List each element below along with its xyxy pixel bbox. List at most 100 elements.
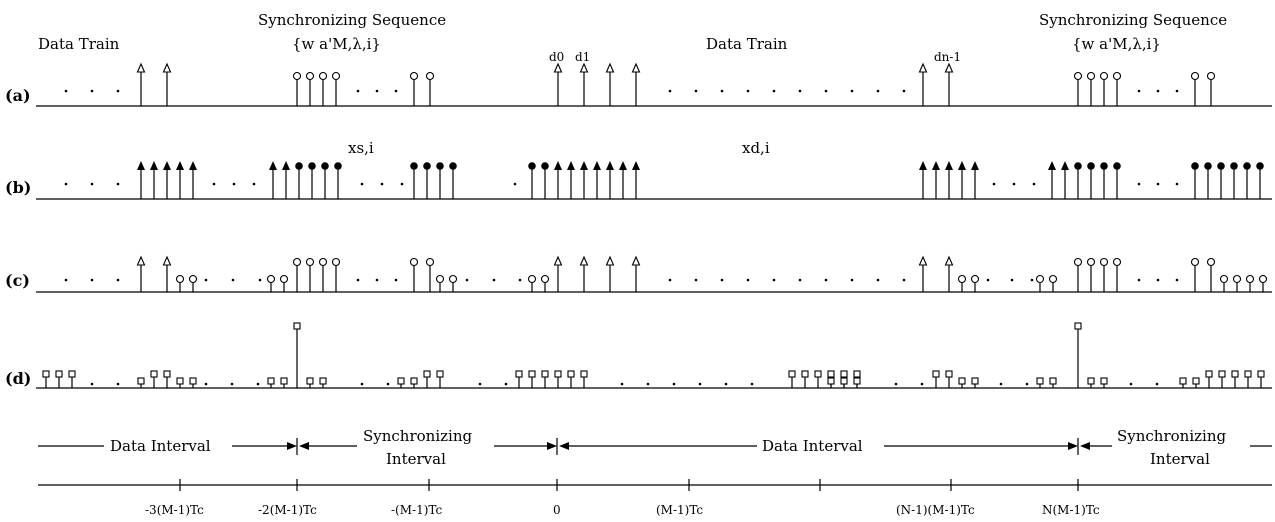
square-head xyxy=(1192,377,1200,385)
ellipsis-dot xyxy=(478,382,482,386)
ellipsis-dot xyxy=(375,278,379,282)
ellipsis-dots xyxy=(64,89,1179,386)
filled-tri-stem xyxy=(632,161,640,199)
sync-sequence-left-formula: {w a'M,λ,i} xyxy=(292,35,381,53)
square-head xyxy=(1205,370,1213,378)
square-head xyxy=(1179,377,1187,385)
square-head xyxy=(1087,377,1095,385)
ellipsis-dot xyxy=(746,89,750,93)
ellipsis-dot xyxy=(90,182,94,186)
ellipsis-dot xyxy=(1137,89,1141,93)
square-head xyxy=(436,370,444,378)
square-head xyxy=(176,377,184,385)
open-triangle-head xyxy=(162,62,172,73)
ellipsis-dot xyxy=(116,89,120,93)
open-circle-stem xyxy=(188,274,198,292)
open-circle-head xyxy=(175,274,185,284)
tick-label-neg2: -2(M-1)Tc xyxy=(258,503,317,517)
open-circle-stem xyxy=(1086,257,1096,292)
filled-triangle-head xyxy=(593,161,601,170)
ellipsis-dot xyxy=(1156,278,1160,282)
filled-circle-stem xyxy=(1230,162,1238,199)
open-circle-stem xyxy=(318,71,328,106)
square-stem xyxy=(176,377,184,388)
ellipsis-dot xyxy=(232,182,236,186)
open-circle-head xyxy=(1112,71,1122,81)
square-stem xyxy=(1192,377,1200,388)
ellipsis-dot xyxy=(231,278,235,282)
filled-tri-stem xyxy=(1048,161,1056,199)
ellipsis-dot xyxy=(1156,89,1160,93)
open-tri-stem xyxy=(136,255,146,292)
square-stem xyxy=(932,370,940,388)
square-stem xyxy=(840,377,848,388)
filled-triangle-head xyxy=(282,161,290,170)
filled-circle-stem xyxy=(1217,162,1225,199)
ellipsis-dot xyxy=(668,278,672,282)
filled-circle-stem xyxy=(1100,162,1108,199)
square-stem xyxy=(827,377,835,388)
square-head xyxy=(541,370,549,378)
square-stem xyxy=(1179,377,1187,388)
open-tri-stem xyxy=(579,62,589,106)
d0-label: d0 xyxy=(549,50,564,64)
square-head xyxy=(945,370,953,378)
filled-triangle-head xyxy=(932,161,940,170)
open-triangle-head xyxy=(605,255,615,266)
open-circle-head xyxy=(1073,257,1083,267)
square-head xyxy=(189,377,197,385)
sync-sequence-right-formula: {w a'M,λ,i} xyxy=(1072,35,1161,53)
open-circle-stem xyxy=(292,257,302,292)
open-tri-stem xyxy=(162,255,172,292)
ellipsis-dot xyxy=(116,182,120,186)
square-stem xyxy=(423,370,431,388)
open-circle-head xyxy=(425,71,435,81)
square-head xyxy=(163,370,171,378)
square-head xyxy=(827,370,835,378)
ellipsis-dot xyxy=(772,89,776,93)
sync-sequence-left-title: Synchronizing Sequence xyxy=(258,11,446,29)
square-head xyxy=(397,377,405,385)
ellipsis-dot xyxy=(850,89,854,93)
filled-circle-stem xyxy=(423,162,431,199)
ellipsis-dot xyxy=(876,278,880,282)
square-stem xyxy=(1036,377,1044,388)
square-stem xyxy=(410,377,418,388)
open-circle-stem xyxy=(1245,274,1255,292)
filled-tri-stem xyxy=(163,161,171,199)
square-stem xyxy=(280,377,288,388)
square-stem xyxy=(397,377,405,388)
filled-circle-head xyxy=(321,162,329,170)
open-circle-head xyxy=(305,257,315,267)
square-head xyxy=(68,370,76,378)
filled-triangle-head xyxy=(971,161,979,170)
ellipsis-dot xyxy=(360,182,364,186)
filled-tri-stem xyxy=(958,161,966,199)
filled-circle-head xyxy=(449,162,457,170)
filled-circle-head xyxy=(410,162,418,170)
filled-circle-head xyxy=(1087,162,1095,170)
ellipsis-dot xyxy=(902,89,906,93)
open-circle-stem xyxy=(1099,257,1109,292)
open-circle-head xyxy=(1219,274,1229,284)
filled-circle-head xyxy=(541,162,549,170)
open-circle-stem xyxy=(266,274,276,292)
ellipsis-dot xyxy=(116,278,120,282)
square-head xyxy=(827,377,835,385)
open-circle-head xyxy=(279,274,289,284)
stem-marks xyxy=(42,62,1268,388)
filled-circle-head xyxy=(1100,162,1108,170)
open-circle-head xyxy=(1073,71,1083,81)
filled-circle-head xyxy=(1074,162,1082,170)
open-circle-stem xyxy=(1258,274,1268,292)
open-triangle-head xyxy=(631,255,641,266)
square-head xyxy=(528,370,536,378)
xs-label: xs,i xyxy=(348,139,374,157)
filled-tri-stem xyxy=(282,161,290,199)
open-circle-stem xyxy=(970,274,980,292)
ellipsis-dot xyxy=(772,278,776,282)
ellipsis-dot xyxy=(1156,182,1160,186)
open-circle-head xyxy=(292,257,302,267)
ellipsis-dot xyxy=(1175,278,1179,282)
